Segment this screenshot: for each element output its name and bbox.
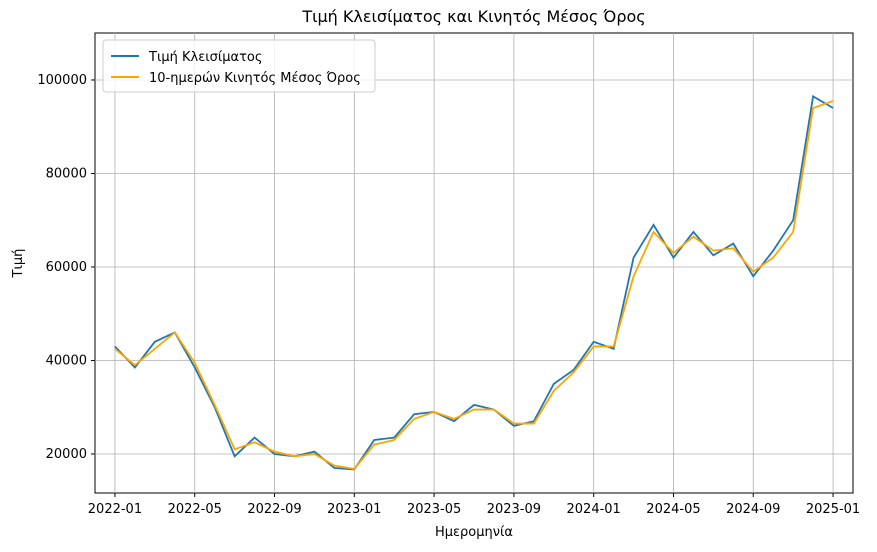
chart-title: Τιμή Κλεισίματος και Κινητός Μέσος Όρος <box>301 7 645 26</box>
x-tick-label: 2022-05 <box>168 502 222 517</box>
y-axis-label: Τιμή <box>11 249 26 279</box>
plot-frame <box>94 32 854 494</box>
legend-label: Τιμή Κλεισίματος <box>148 50 263 65</box>
y-tick-label: 20000 <box>46 447 87 462</box>
x-tick-label: 2023-05 <box>407 502 461 517</box>
x-axis-label: Ημερομηνία <box>435 525 513 540</box>
legend-box <box>102 39 376 93</box>
x-tick-label: 2024-09 <box>726 502 780 517</box>
x-tick-label: 2022-01 <box>88 502 142 517</box>
series-line <box>114 94 834 471</box>
legend-label: 10-ημερών Κινητός Μέσος Όρος <box>149 71 361 86</box>
x-tick-label: 2024-05 <box>646 502 700 517</box>
x-tick-label: 2022-09 <box>247 502 301 517</box>
x-tick-label: 2025-01 <box>806 502 860 517</box>
y-tick-label: 60000 <box>46 260 87 275</box>
x-tick-label: 2024-01 <box>567 502 621 517</box>
series-line <box>114 100 834 470</box>
y-tick-label: 40000 <box>46 353 87 368</box>
x-tick-label: 2023-09 <box>487 502 541 517</box>
x-tick-label: 2023-01 <box>327 502 381 517</box>
y-tick-label: 80000 <box>46 166 87 181</box>
y-tick-label: 100000 <box>37 73 87 88</box>
